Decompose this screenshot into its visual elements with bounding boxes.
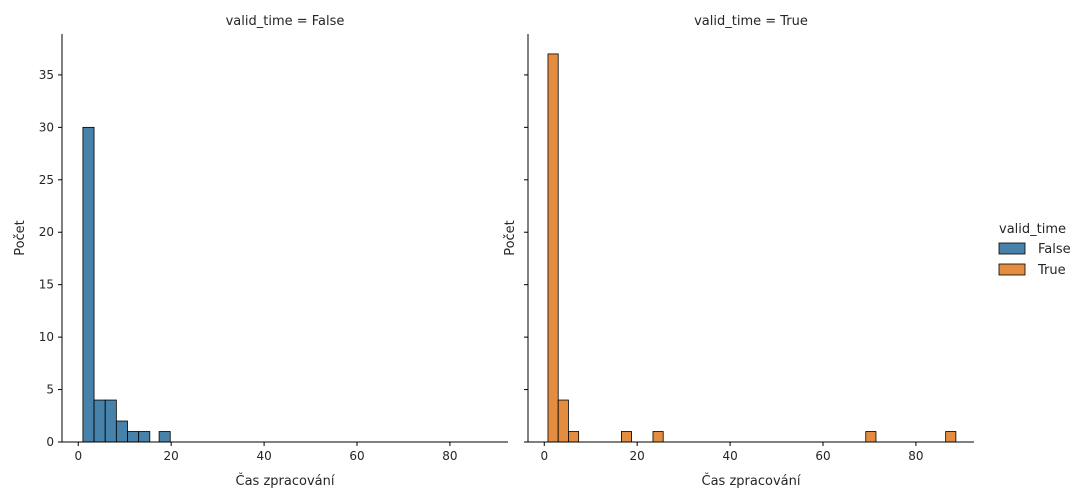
histogram-bar [547,53,559,443]
y-tick-label: 30 [39,120,54,134]
x-tick-label: 40 [256,449,271,463]
legend-label: True [1037,263,1066,278]
x-tick-label: 0 [540,449,548,463]
x-tick-label: 60 [815,449,830,463]
histogram-bar [652,431,664,443]
x-tick-label: 80 [442,449,457,463]
x-tick-label: 60 [349,449,364,463]
histogram-bar [93,399,106,443]
x-tick-label: 20 [164,449,179,463]
legend-swatch [998,263,1026,276]
y-tick-label: 15 [39,278,54,292]
facet-title: valid_time = True [694,14,808,29]
y-tick-label: 25 [39,173,54,187]
x-tick-label: 40 [722,449,737,463]
histogram-bar [945,431,957,443]
histogram-bar [568,431,580,443]
y-tick-label: 5 [46,383,54,397]
y-tick-label: 10 [39,330,54,344]
histogram-bar [557,399,569,443]
y-tick-label: 20 [39,225,54,239]
legend-label: False [1038,242,1071,257]
x-axis-label: Čas zpracování [702,473,801,489]
histogram-bar [82,126,95,443]
legend: valid_time False True [998,222,1071,278]
legend-swatch [998,242,1026,255]
histogram-bar [138,431,151,443]
histogram-bar [620,431,633,443]
y-tick-label: 0 [46,435,54,449]
legend-title: valid_time [999,222,1066,237]
x-tick-label: 0 [74,449,82,463]
x-tick-label: 20 [630,449,645,463]
y-axis-label: Počet [13,220,28,256]
facet-title: valid_time = False [226,14,345,29]
histogram-bar [865,431,877,443]
histogram-bar [115,420,128,443]
histogram-bar [158,431,171,443]
legend-entries: False True [998,242,1071,278]
y-axis-label: Počet [503,220,518,256]
facet-panel-true: 0 20 40 60 80 valid_time = True Čas zpracování… [503,14,974,489]
y-tick-label: 35 [39,68,54,82]
x-axis-label: Čas zpracování [236,473,335,489]
facet-panel-false: 0 20 40 60 80 0 5 10 15 20 25 30 35 valid_time = Fals… [13,14,508,489]
histogram-bar [127,431,140,443]
x-tick-label: 80 [908,449,923,463]
histogram-bar [104,399,117,443]
